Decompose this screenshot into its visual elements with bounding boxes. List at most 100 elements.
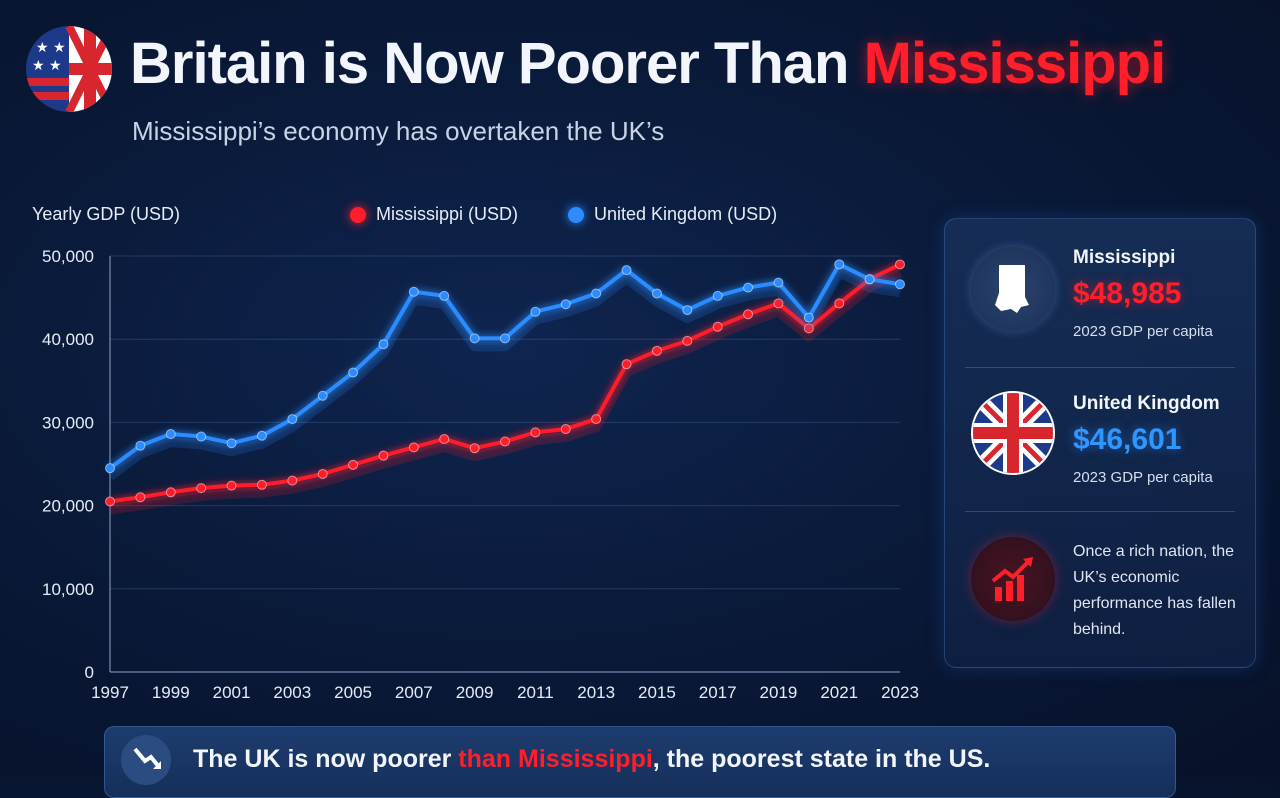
data-point-mississippi — [317, 468, 328, 479]
data-point-uk — [226, 438, 237, 449]
banner-text-after: , the poorest state in the US. — [652, 745, 991, 773]
x-tick-label: 2001 — [213, 683, 251, 702]
page-subtitle: Mississippi’s economy has overtaken the … — [132, 116, 665, 146]
panel-note: Once a rich nation, the UK’s economic pe… — [1073, 543, 1236, 638]
stats-panel: Mississippi $48,985 2023 GDP per capita … — [944, 218, 1256, 668]
data-point-mississippi — [439, 434, 450, 445]
data-point-uk — [682, 305, 693, 316]
x-tick-label: 2019 — [760, 683, 798, 702]
legend-item-mississippi: Mississippi (USD) — [350, 204, 518, 225]
data-point-mississippi — [560, 424, 571, 435]
data-point-uk — [895, 279, 905, 290]
banner-text-before: The UK is now poorer — [193, 745, 459, 773]
x-tick-label: 2009 — [456, 683, 494, 702]
y-tick-label: 30,000 — [42, 413, 94, 432]
x-tick-label: 1997 — [91, 683, 129, 702]
data-point-mississippi — [287, 475, 298, 486]
svg-text:★ ★: ★ ★ — [36, 40, 66, 56]
data-point-mississippi — [165, 487, 176, 498]
data-point-uk — [105, 463, 115, 474]
data-point-mississippi — [348, 459, 359, 470]
y-axis-label: Yearly GDP (USD) — [32, 204, 181, 224]
data-point-uk — [651, 288, 662, 299]
data-point-uk — [560, 299, 571, 310]
x-tick-label: 2011 — [517, 683, 554, 702]
data-point-mississippi — [895, 259, 905, 270]
x-tick-label: 2013 — [577, 683, 615, 702]
data-point-mississippi — [591, 414, 602, 425]
data-point-uk — [864, 274, 875, 285]
data-point-mississippi — [651, 345, 662, 356]
panel-divider — [965, 511, 1235, 512]
data-point-uk — [500, 333, 510, 344]
data-point-uk — [135, 440, 146, 451]
data-point-uk — [408, 286, 419, 297]
panel-divider — [965, 367, 1235, 368]
data-point-uk — [591, 288, 602, 299]
mississippi-gdp-value: $48,985 — [1073, 277, 1182, 310]
y-tick-label: 20,000 — [42, 497, 94, 516]
x-tick-label: 2005 — [334, 683, 372, 702]
data-point-uk — [803, 312, 814, 323]
gdp-line-chart: 0 10,000 20,000 30,000 40,000 50,000 1997 1999… — [42, 247, 919, 702]
y-tick-label: 10,000 — [42, 580, 94, 599]
mississippi-map-icon — [971, 247, 1055, 331]
page-title: Britain is Now Poorer Than Mississippi — [130, 30, 1167, 97]
x-tick-label: 2007 — [395, 683, 433, 702]
data-point-mississippi — [256, 479, 267, 490]
data-point-mississippi — [834, 298, 845, 309]
series-glow-uk — [107, 267, 901, 481]
uk-gdp-value: $46,601 — [1073, 423, 1182, 456]
data-point-uk — [469, 333, 480, 344]
data-point-uk — [165, 429, 176, 440]
data-point-mississippi — [500, 436, 510, 447]
mississippi-caption: 2023 GDP per capita — [1073, 323, 1213, 340]
title-main: Britain is Now Poorer Than — [130, 31, 849, 96]
trend-chart-icon — [971, 537, 1055, 621]
data-point-mississippi — [196, 483, 207, 494]
trend-down-icon — [121, 735, 171, 785]
legend-label-uk: United Kingdom (USD) — [594, 204, 778, 224]
uk-name: United Kingdom — [1073, 393, 1220, 414]
x-tick-label: 2003 — [273, 683, 311, 702]
x-tick-label: 2023 — [881, 683, 919, 702]
mississippi-name: Mississippi — [1073, 247, 1176, 268]
legend-item-uk: United Kingdom (USD) — [568, 204, 777, 225]
data-point-mississippi — [378, 450, 389, 461]
data-point-mississippi — [621, 359, 632, 370]
data-point-uk — [773, 277, 784, 288]
series-glow-mississippi — [109, 267, 903, 515]
data-point-mississippi — [712, 321, 723, 332]
data-point-mississippi — [105, 496, 115, 507]
data-point-mississippi — [773, 298, 784, 309]
x-tick-label: 2017 — [699, 683, 737, 702]
x-tick-label: 2021 — [820, 683, 858, 702]
data-point-uk — [743, 282, 754, 293]
legend-label-mississippi: Mississippi (USD) — [376, 204, 519, 224]
data-point-uk — [834, 259, 845, 270]
data-point-mississippi — [803, 323, 814, 334]
data-point-uk — [530, 306, 541, 317]
data-point-uk — [378, 339, 389, 350]
banner-text: The UK is now poorer than Mississippi, t… — [193, 745, 990, 774]
y-tick-label: 50,000 — [42, 247, 94, 266]
uk-caption: 2023 GDP per capita — [1073, 469, 1213, 486]
y-tick-label: 0 — [85, 663, 94, 682]
svg-text:★ ★: ★ ★ — [32, 58, 62, 74]
data-point-mississippi — [408, 442, 419, 453]
data-point-uk — [439, 290, 450, 301]
banner-text-highlight: than Mississippi — [458, 745, 653, 773]
data-point-mississippi — [530, 427, 541, 438]
legend-dot-uk — [568, 206, 584, 223]
data-point-uk — [287, 414, 298, 425]
summary-banner: The UK is now poorer than Mississippi, t… — [104, 726, 1176, 798]
data-point-uk — [317, 390, 328, 401]
legend-dot-mississippi — [350, 206, 366, 223]
data-point-uk — [348, 367, 359, 378]
data-point-uk — [196, 431, 207, 442]
data-point-mississippi — [743, 309, 754, 320]
data-point-mississippi — [682, 335, 693, 346]
y-tick-label: 40,000 — [42, 330, 94, 349]
title-accent: Mississippi — [863, 31, 1167, 96]
data-point-mississippi — [226, 480, 237, 491]
